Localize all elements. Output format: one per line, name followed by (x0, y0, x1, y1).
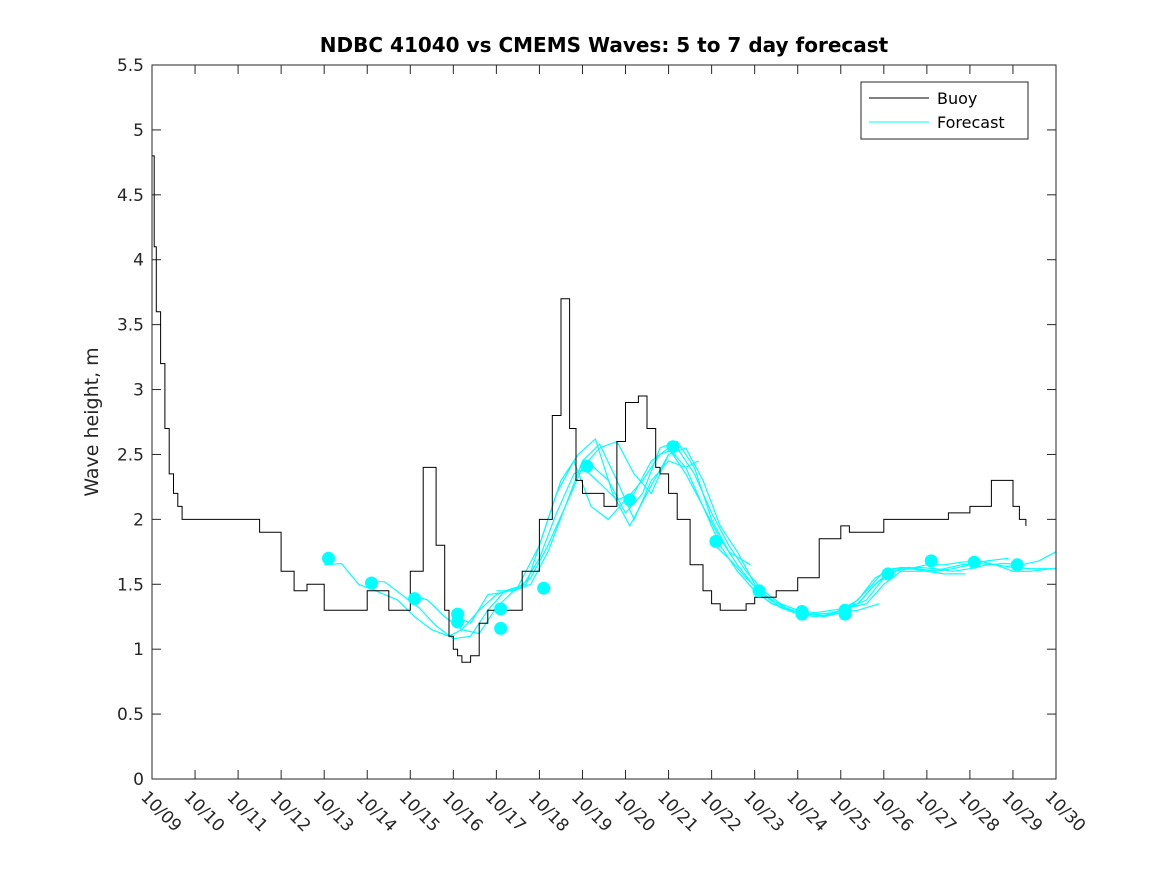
legend-forecast-label: Forecast (937, 113, 1005, 132)
forecast-marker (666, 440, 680, 454)
y-tick-label: 2 (133, 510, 144, 530)
chart-title: NDBC 41040 vs CMEMS Waves: 5 to 7 day fo… (320, 33, 889, 57)
legend: Buoy Forecast (860, 81, 1029, 140)
plot-area (152, 65, 1056, 779)
forecast-marker (494, 621, 508, 635)
series-layer (152, 155, 1057, 663)
forecast-marker (795, 607, 809, 621)
x-tick-label: 10/12 (266, 787, 315, 836)
forecast-run-line (496, 447, 794, 611)
forecast-marker (881, 567, 895, 581)
x-tick-label: 10/29 (997, 787, 1046, 836)
y-tick-label: 4.5 (117, 186, 144, 206)
y-tick-label: 4 (133, 251, 144, 271)
forecast-marker (709, 534, 723, 548)
forecast-marker (623, 493, 637, 507)
x-tick-label: 10/14 (352, 787, 401, 836)
x-tick-label: 10/20 (610, 787, 659, 836)
forecast-marker (924, 554, 938, 568)
y-tick-label: 2.5 (117, 445, 144, 465)
x-tick-label: 10/18 (524, 787, 573, 836)
y-tick-label: 0.5 (117, 705, 144, 725)
x-tick-label: 10/11 (223, 787, 272, 836)
x-tick-label: 10/28 (954, 787, 1003, 836)
x-tick-label: 10/10 (180, 787, 229, 836)
forecast-marker (967, 555, 981, 569)
forecast-marker (537, 581, 551, 595)
x-tick-label: 10/23 (739, 787, 788, 836)
x-tick-label: 10/19 (567, 787, 616, 836)
x-tick-label: 10/26 (868, 787, 917, 836)
forecast-marker (1010, 558, 1024, 572)
forecast-marker (408, 592, 422, 606)
y-axis-ticks: 0 0.5 1 1.5 2 2.5 3 3.5 4 4.5 5 5.5 (117, 56, 1056, 790)
forecast-marker (752, 584, 766, 598)
x-tick-label: 10/24 (782, 787, 831, 836)
legend-buoy-label: Buoy (937, 89, 977, 108)
x-tick-label: 10/25 (825, 787, 874, 836)
forecast-marker (494, 602, 508, 616)
x-tick-label: 10/30 (1040, 787, 1089, 836)
x-tick-label: 10/27 (911, 787, 960, 836)
forecast-run-line (324, 459, 626, 637)
forecast-marker (451, 615, 465, 629)
x-tick-label: 10/13 (309, 787, 358, 836)
legend-box (860, 81, 1029, 140)
forecast-run-line (453, 440, 751, 624)
y-tick-label: 5.5 (117, 56, 144, 76)
forecast-marker (580, 459, 594, 473)
x-tick-label: 10/21 (653, 787, 702, 836)
y-tick-label: 3 (133, 381, 144, 401)
plot-frame (151, 64, 1057, 780)
y-tick-label: 5 (133, 121, 144, 141)
y-tick-label: 0 (133, 770, 144, 790)
forecast-marker (365, 576, 378, 590)
x-tick-label: 10/16 (438, 787, 487, 836)
forecast-marker (322, 551, 335, 565)
y-tick-label: 1.5 (117, 575, 144, 595)
buoy-line (152, 155, 1027, 663)
x-tick-label: 10/22 (696, 787, 745, 836)
y-tick-label: 3.5 (117, 316, 144, 336)
x-tick-label: 10/09 (136, 787, 185, 836)
forecast-run-line (840, 562, 1056, 609)
forecast-marker (838, 607, 852, 621)
y-axis-label: Wave height, m (81, 347, 103, 496)
x-tick-label: 10/15 (395, 787, 444, 836)
y-tick-label: 1 (133, 640, 144, 660)
x-tick-label: 10/17 (481, 787, 530, 836)
